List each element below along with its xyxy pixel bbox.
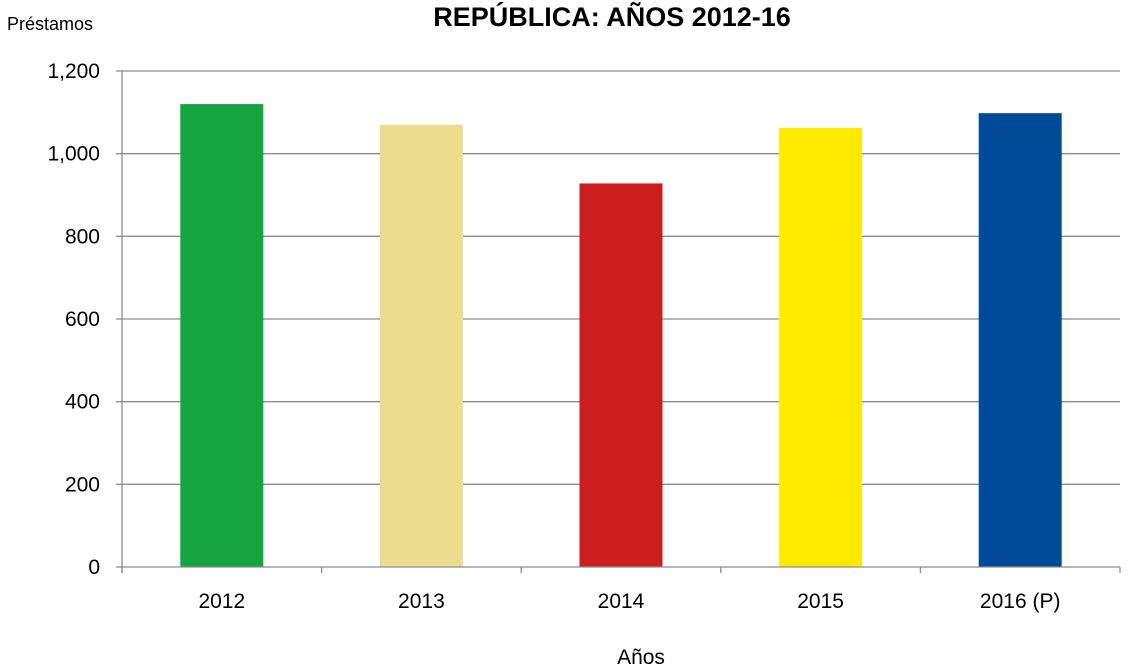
x-axis-label: Años xyxy=(617,646,665,664)
bar-2014 xyxy=(579,183,663,567)
axes xyxy=(116,70,1121,573)
x-tick-label: 2016 (P) xyxy=(980,590,1061,613)
y-tick-label: 1,200 xyxy=(47,60,100,83)
x-tick-label: 2015 xyxy=(797,590,844,613)
y-axis-label: Préstamos xyxy=(7,14,93,34)
chart-title: REPÚBLICA: AÑOS 2012-16 xyxy=(433,1,791,32)
y-tick-labels: 0 200 400 600 800 1,000 1,200 xyxy=(47,60,100,579)
y-tick-label: 200 xyxy=(65,473,100,496)
bar-2013 xyxy=(379,124,463,567)
bar-2016-P xyxy=(978,113,1062,567)
x-tick-labels: 2012 2013 2014 2015 2016 (P) xyxy=(198,590,1060,613)
y-tick-label: 800 xyxy=(65,225,100,248)
bars xyxy=(180,104,1062,568)
y-tick-label: 400 xyxy=(65,391,100,414)
y-tick-label: 0 xyxy=(88,556,100,579)
x-tick-label: 2012 xyxy=(198,590,245,613)
y-tick-label: 1,000 xyxy=(47,143,100,166)
bar-2012 xyxy=(180,104,264,568)
x-tick-label: 2013 xyxy=(398,590,445,613)
bar-2015 xyxy=(779,128,863,568)
x-tick-label: 2014 xyxy=(598,590,645,613)
y-tick-label: 600 xyxy=(65,308,100,331)
